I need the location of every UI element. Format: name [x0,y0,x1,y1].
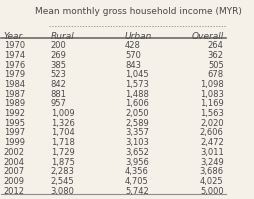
Text: 1987: 1987 [4,90,25,99]
Text: 843: 843 [125,61,141,70]
Text: 1,718: 1,718 [51,138,75,147]
Text: 1997: 1997 [4,129,25,138]
Text: 1,009: 1,009 [51,109,74,118]
Text: Mean monthly gross household income (MYR): Mean monthly gross household income (MYR… [35,7,242,16]
Text: 1992: 1992 [4,109,25,118]
Text: 881: 881 [51,90,67,99]
Text: Rural: Rural [51,32,74,41]
Text: 269: 269 [51,51,67,60]
Text: Year: Year [4,32,23,41]
Text: 200: 200 [51,41,67,50]
Text: 4,705: 4,705 [125,177,149,186]
Text: 3,686: 3,686 [200,167,224,176]
Text: Overall: Overall [192,32,224,41]
Text: 2,472: 2,472 [200,138,224,147]
Text: 2004: 2004 [4,157,25,167]
Text: 2,050: 2,050 [125,109,149,118]
Text: 264: 264 [208,41,224,50]
Text: 1,704: 1,704 [51,129,74,138]
Text: 678: 678 [208,70,224,79]
Text: 428: 428 [125,41,141,50]
Text: 1995: 1995 [4,119,25,128]
Text: 842: 842 [51,80,67,89]
Text: 3,652: 3,652 [125,148,149,157]
Text: 3,357: 3,357 [125,129,149,138]
Text: 957: 957 [51,100,67,108]
Text: 5,742: 5,742 [125,186,149,196]
Text: 1,045: 1,045 [125,70,149,79]
Text: 3,103: 3,103 [125,138,149,147]
Text: 1,875: 1,875 [51,157,75,167]
Text: 2,589: 2,589 [125,119,149,128]
Text: 1,729: 1,729 [51,148,74,157]
Text: 1,098: 1,098 [200,80,224,89]
Text: 3,956: 3,956 [125,157,149,167]
Text: 1976: 1976 [4,61,25,70]
Text: 5,000: 5,000 [200,186,224,196]
Text: 1989: 1989 [4,100,25,108]
Text: 1,563: 1,563 [200,109,224,118]
Text: 2,545: 2,545 [51,177,74,186]
Text: 2012: 2012 [4,186,25,196]
Text: 2002: 2002 [4,148,25,157]
Text: 523: 523 [51,70,67,79]
Text: 1,169: 1,169 [200,100,224,108]
Text: 1999: 1999 [4,138,25,147]
Text: 2,606: 2,606 [200,129,224,138]
Text: 2009: 2009 [4,177,25,186]
Text: 3,249: 3,249 [200,157,224,167]
Text: 1984: 1984 [4,80,25,89]
Text: 1974: 1974 [4,51,25,60]
Text: 570: 570 [125,51,141,60]
Text: 2007: 2007 [4,167,25,176]
Text: 4,356: 4,356 [125,167,149,176]
Text: 2,020: 2,020 [200,119,224,128]
Text: 362: 362 [208,51,224,60]
Text: 1979: 1979 [4,70,25,79]
Text: 3,080: 3,080 [51,186,75,196]
Text: 1,606: 1,606 [125,100,149,108]
Text: 1,083: 1,083 [200,90,224,99]
Text: 3,011: 3,011 [200,148,224,157]
Text: 2,283: 2,283 [51,167,75,176]
Text: 1970: 1970 [4,41,25,50]
Text: Urban: Urban [125,32,152,41]
Text: 4,025: 4,025 [200,177,224,186]
Text: 385: 385 [51,61,67,70]
Text: 505: 505 [208,61,224,70]
Text: 1,326: 1,326 [51,119,75,128]
Text: 1,573: 1,573 [125,80,149,89]
Text: 1,488: 1,488 [125,90,149,99]
